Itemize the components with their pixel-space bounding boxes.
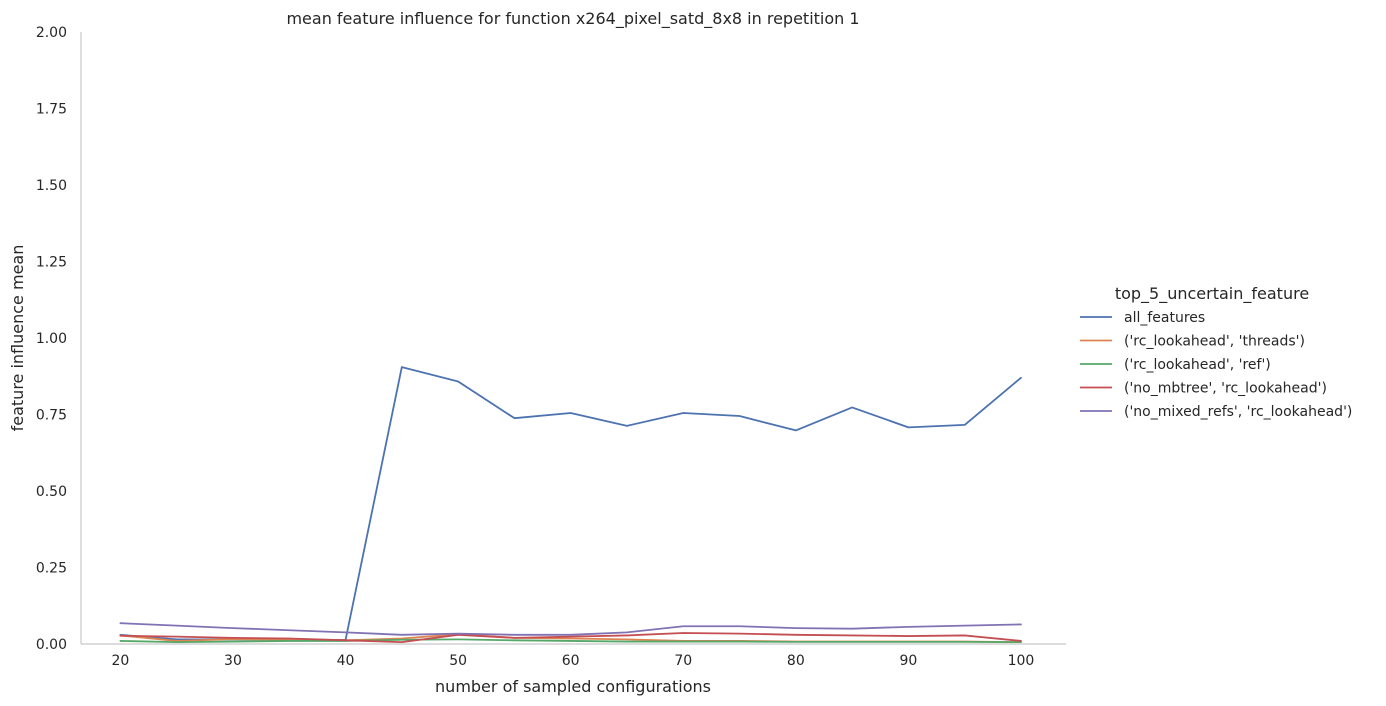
x-tick-label: 80 (787, 653, 805, 669)
plot-area: 20 30 40 50 60 70 80 90 100 0.00 0.25 0.50 0.75 1.00 1… (36, 25, 1066, 669)
series-line (119, 638, 1022, 644)
legend-label: all_features (1124, 310, 1205, 326)
legend-label: ('no_mixed_refs', 'rc_lookahead') (1124, 404, 1352, 420)
y-tick-label: 0.25 (36, 561, 67, 577)
y-tick-label: 0.75 (36, 408, 67, 424)
series-line (119, 632, 1022, 644)
y-tick-label: 2.00 (36, 25, 67, 41)
x-tick-label: 50 (449, 653, 467, 669)
x-tick-label: 20 (111, 653, 129, 669)
y-tick-label: 1.50 (36, 178, 67, 194)
legend-label: ('rc_lookahead', 'threads') (1124, 334, 1305, 350)
series-line (119, 366, 1022, 641)
legend-title: top_5_uncertain_feature (1115, 284, 1309, 304)
legend-label: ('no_mbtree', 'rc_lookahead') (1124, 381, 1327, 397)
legend: top_5_uncertain_feature all_features ('rc… (1080, 284, 1352, 420)
y-tick-label: 1.75 (36, 102, 67, 118)
y-tick-label: 0.50 (36, 484, 67, 500)
x-tick-label: 30 (224, 653, 242, 669)
x-tick-label: 70 (674, 653, 692, 669)
chart-title: mean feature influence for function x264… (286, 9, 859, 29)
y-tick-label: 1.00 (36, 331, 67, 347)
y-tick-label: 1.25 (36, 255, 67, 271)
x-tick-label: 40 (337, 653, 355, 669)
x-tick-label: 90 (899, 653, 917, 669)
series-line (119, 622, 1022, 636)
x-axis-label: number of sampled configurations (435, 677, 711, 696)
y-axis-label: feature influence mean (8, 245, 27, 432)
x-tick-label: 100 (1008, 653, 1035, 669)
legend-label: ('rc_lookahead', 'ref') (1124, 357, 1271, 373)
y-tick-label: 0.00 (36, 637, 67, 653)
x-tick-label: 60 (562, 653, 580, 669)
